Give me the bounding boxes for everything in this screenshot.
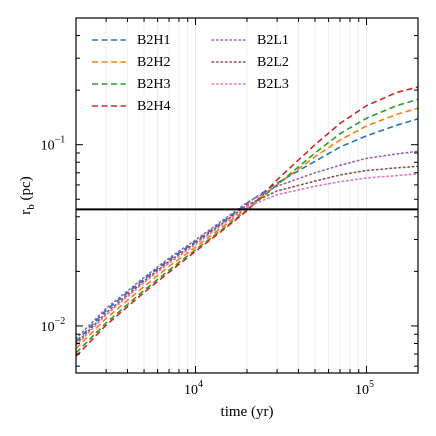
y-label-main: r bbox=[18, 210, 34, 215]
legend-label: B2H1 bbox=[137, 33, 170, 48]
y-tick-exponent: −1 bbox=[55, 135, 66, 146]
legend-label: B2H2 bbox=[137, 55, 170, 70]
series-line-b2h2 bbox=[76, 107, 418, 350]
x-tick-label: 105 bbox=[355, 379, 374, 398]
legend-label: B2L1 bbox=[257, 33, 289, 48]
series-line-b2l2 bbox=[76, 165, 418, 345]
legend-label: B2L3 bbox=[257, 77, 289, 92]
legend-label: B2H3 bbox=[137, 77, 170, 92]
x-tick-exponent: 4 bbox=[198, 379, 203, 390]
legend-item-b2h3: B2H3 bbox=[92, 77, 170, 92]
series-line-b2l1 bbox=[76, 150, 418, 340]
legend-label: B2L2 bbox=[257, 55, 289, 70]
legend-item-b2l1: B2L1 bbox=[211, 33, 289, 48]
legend-item-b2l2: B2L2 bbox=[211, 55, 289, 70]
y-axis-label: rb (pc) bbox=[18, 176, 37, 214]
x-tick-exponent: 5 bbox=[369, 379, 374, 390]
legend-item-b2h4: B2H4 bbox=[92, 99, 170, 114]
legend-item-b2l3: B2L3 bbox=[211, 77, 289, 92]
axes-frame bbox=[75, 17, 419, 374]
legend-item-b2h2: B2H2 bbox=[92, 55, 170, 70]
legend-item-b2h1: B2H1 bbox=[92, 33, 170, 48]
x-tick-label: 104 bbox=[184, 379, 203, 398]
y-tick-label: 10−2 bbox=[41, 316, 66, 335]
y-tick-exponent: −2 bbox=[55, 316, 66, 327]
y-label-subscript: b bbox=[25, 204, 37, 210]
axis-ticks: 104 105 10−2 10−1 bbox=[41, 17, 419, 398]
x-axis-label: time (yr) bbox=[221, 404, 274, 420]
grid bbox=[75, 18, 419, 373]
legend-label: B2H4 bbox=[137, 99, 170, 114]
plot-area bbox=[76, 86, 418, 357]
legend: B2H1 B2H2 B2H3 B2H4 B2L1 B2L2 B2L3 bbox=[92, 33, 289, 114]
y-label-unit: (pc) bbox=[18, 176, 34, 204]
series-line-b2h1 bbox=[76, 118, 418, 343]
series-line-b2h4 bbox=[76, 86, 418, 357]
y-tick-label: 10−1 bbox=[41, 135, 66, 154]
series-line-b2l3 bbox=[76, 173, 418, 347]
